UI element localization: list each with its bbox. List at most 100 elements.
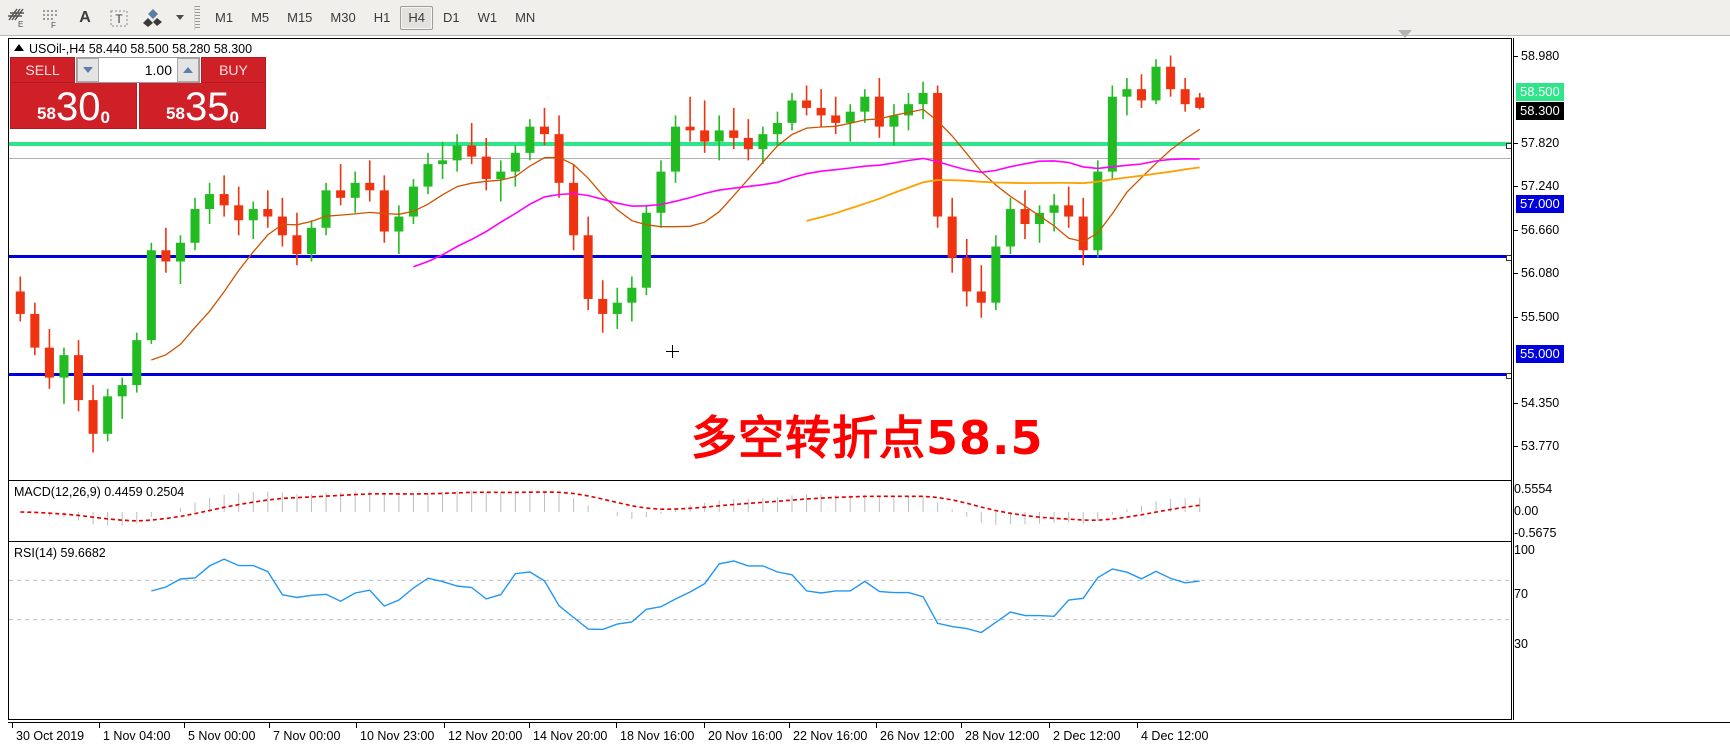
svg-text:F: F bbox=[51, 21, 56, 29]
time-label-6: 14 Nov 20:00 bbox=[533, 729, 608, 743]
time-tick-11 bbox=[961, 723, 962, 728]
rsi-tick-70: 70 bbox=[1514, 586, 1528, 601]
crosshair-cursor bbox=[666, 345, 679, 358]
svg-text:E: E bbox=[18, 20, 23, 29]
macd-label: MACD(12,26,9) 0.4459 0.2504 bbox=[14, 485, 185, 499]
timeframe-w1[interactable]: W1 bbox=[477, 10, 498, 25]
timeframe-h4[interactable]: H4 bbox=[400, 5, 433, 30]
support-line-55-000[interactable] bbox=[9, 373, 1511, 379]
timeframe-m30[interactable]: M30 bbox=[330, 10, 356, 25]
macd-pane[interactable]: MACD(12,26,9) 0.4459 0.2504 bbox=[9, 482, 1511, 542]
macd-tick-2: -0.5675 bbox=[1514, 526, 1557, 540]
rsi-tick-30: 30 bbox=[1514, 637, 1528, 651]
macd-plot-layer bbox=[20, 490, 1201, 526]
price-tick-58-980: 58.980 bbox=[1514, 49, 1559, 63]
last-price-line-58-300 bbox=[9, 158, 1511, 159]
time-tick-8 bbox=[704, 723, 705, 728]
time-tick-5 bbox=[444, 723, 445, 728]
svg-text:T: T bbox=[115, 12, 123, 26]
timeframe-h1[interactable]: H1 bbox=[373, 10, 391, 25]
price-axis[interactable]: 58.980 57.820 57.240 56.660 56.080 55.500 54.3… bbox=[1513, 38, 1723, 720]
time-label-3: 7 Nov 00:00 bbox=[273, 729, 341, 743]
price-badge-support: 55.000 bbox=[1516, 345, 1564, 364]
time-label-7: 18 Nov 16:00 bbox=[620, 729, 695, 743]
support-line-57-handle[interactable] bbox=[1506, 255, 1511, 261]
chart-annotation-text: 多空转折点58.5 bbox=[691, 411, 1044, 465]
price-badge-last-price: 58.300 bbox=[1516, 101, 1564, 120]
objects-icon[interactable] bbox=[139, 5, 167, 31]
time-label-11: 28 Nov 12:00 bbox=[965, 729, 1040, 743]
time-label-0: 30 Oct 2019 bbox=[16, 729, 85, 743]
text-object-icon[interactable]: T bbox=[105, 5, 133, 31]
toolbar: E F A T bbox=[0, 0, 1730, 36]
sell-price-display[interactable]: 58 30 0 bbox=[10, 83, 137, 129]
price-candles-layer bbox=[15, 55, 1205, 453]
buy-price-display[interactable]: 58 35 0 bbox=[139, 83, 266, 129]
volume-decrease-button[interactable] bbox=[77, 58, 99, 82]
collapse-triangle-icon[interactable] bbox=[14, 44, 24, 51]
data-window-icon[interactable]: F bbox=[37, 5, 65, 31]
price-tick-56-080: 56.080 bbox=[1514, 266, 1559, 280]
resistance-line-handle[interactable] bbox=[1506, 143, 1511, 149]
sell-price-pips: 30 bbox=[55, 85, 101, 129]
time-tick-13 bbox=[1137, 723, 1138, 728]
buy-button[interactable]: BUY bbox=[201, 57, 266, 83]
price-badge-support: 57.000 bbox=[1516, 195, 1564, 214]
rsi-pane[interactable]: RSI(14) 59.6682 bbox=[9, 543, 1511, 659]
rsi-plot-layer bbox=[9, 558, 1511, 634]
timeframe-group: M1 M5 M15 M30 H1 H4 D1 W1 MN bbox=[206, 5, 544, 30]
expert-advisors-icon[interactable]: E bbox=[3, 5, 31, 31]
one-click-trading-panel[interactable]: SELL 1.00 BUY 58 30 0 58 35 0 bbox=[10, 57, 266, 129]
text-label-icon[interactable]: A bbox=[79, 8, 91, 26]
buy-price-fraction: 0 bbox=[229, 108, 239, 127]
sell-button[interactable]: SELL bbox=[10, 57, 75, 83]
time-tick-9 bbox=[789, 723, 790, 728]
macd-tick-1: 0.00 bbox=[1514, 504, 1539, 518]
toolbar-dropdown-caret-icon[interactable] bbox=[173, 5, 187, 31]
price-pane[interactable]: USOil-,H4 58.440 58.500 58.280 58.300 多空… bbox=[9, 39, 1511, 481]
time-tick-10 bbox=[876, 723, 877, 728]
time-tick-0 bbox=[12, 723, 13, 728]
time-label-10: 26 Nov 12:00 bbox=[880, 729, 955, 743]
price-tick-57-820: 57.820 bbox=[1514, 136, 1559, 150]
time-tick-3 bbox=[269, 723, 270, 728]
price-tick-53-770: 53.770 bbox=[1514, 439, 1559, 453]
time-tick-6 bbox=[529, 723, 530, 728]
trade-panel-top-row: SELL 1.00 BUY bbox=[10, 57, 266, 83]
price-tick-56-660: 56.660 bbox=[1514, 223, 1559, 237]
volume-increase-button[interactable] bbox=[177, 58, 199, 82]
time-label-12: 2 Dec 12:00 bbox=[1053, 729, 1121, 743]
price-tick-54-350: 54.350 bbox=[1514, 396, 1559, 410]
time-tick-4 bbox=[356, 723, 357, 728]
chart-frame[interactable]: USOil-,H4 58.440 58.500 58.280 58.300 多空… bbox=[8, 38, 1512, 720]
support-line-55-handle[interactable] bbox=[1506, 373, 1511, 379]
timeframe-m1[interactable]: M1 bbox=[215, 10, 234, 25]
timeframe-m15[interactable]: M15 bbox=[287, 10, 313, 25]
volume-stepper[interactable]: 1.00 bbox=[76, 57, 200, 83]
symbol-header: USOil-,H4 58.440 58.500 58.280 58.300 bbox=[14, 42, 252, 56]
sell-price-integer: 58 bbox=[37, 104, 56, 123]
buy-price-pips: 35 bbox=[184, 85, 230, 129]
timeframe-mn[interactable]: MN bbox=[515, 10, 536, 25]
support-line-57-000[interactable] bbox=[9, 255, 1511, 261]
rsi-tick-100: 100 bbox=[1514, 543, 1535, 557]
timeframe-d1[interactable]: D1 bbox=[442, 10, 460, 25]
time-tick-1 bbox=[99, 723, 100, 728]
macd-tick-0: 0.5554 bbox=[1514, 482, 1553, 496]
chart-scroll-caret-icon[interactable] bbox=[1398, 30, 1412, 38]
time-label-2: 5 Nov 00:00 bbox=[188, 729, 256, 743]
time-label-8: 20 Nov 16:00 bbox=[708, 729, 783, 743]
toolbar-grip[interactable] bbox=[194, 5, 200, 30]
trade-panel-price-row: 58 30 0 58 35 0 bbox=[10, 83, 266, 129]
volume-value[interactable]: 1.00 bbox=[99, 58, 177, 82]
price-tick-55-500: 55.500 bbox=[1514, 310, 1559, 324]
time-axis[interactable]: 30 Oct 2019 1 Nov 04:00 5 Nov 00:00 7 Nov 0… bbox=[8, 722, 1730, 754]
price-badge-resistance: 58.500 bbox=[1516, 82, 1564, 101]
time-label-13: 4 Dec 12:00 bbox=[1141, 729, 1209, 743]
time-tick-2 bbox=[184, 723, 185, 728]
time-label-4: 10 Nov 23:00 bbox=[360, 729, 435, 743]
price-tick-57-240: 57.240 bbox=[1514, 179, 1559, 193]
timeframe-m5[interactable]: M5 bbox=[251, 10, 270, 25]
time-label-1: 1 Nov 04:00 bbox=[103, 729, 171, 743]
sell-price-fraction: 0 bbox=[100, 108, 110, 127]
